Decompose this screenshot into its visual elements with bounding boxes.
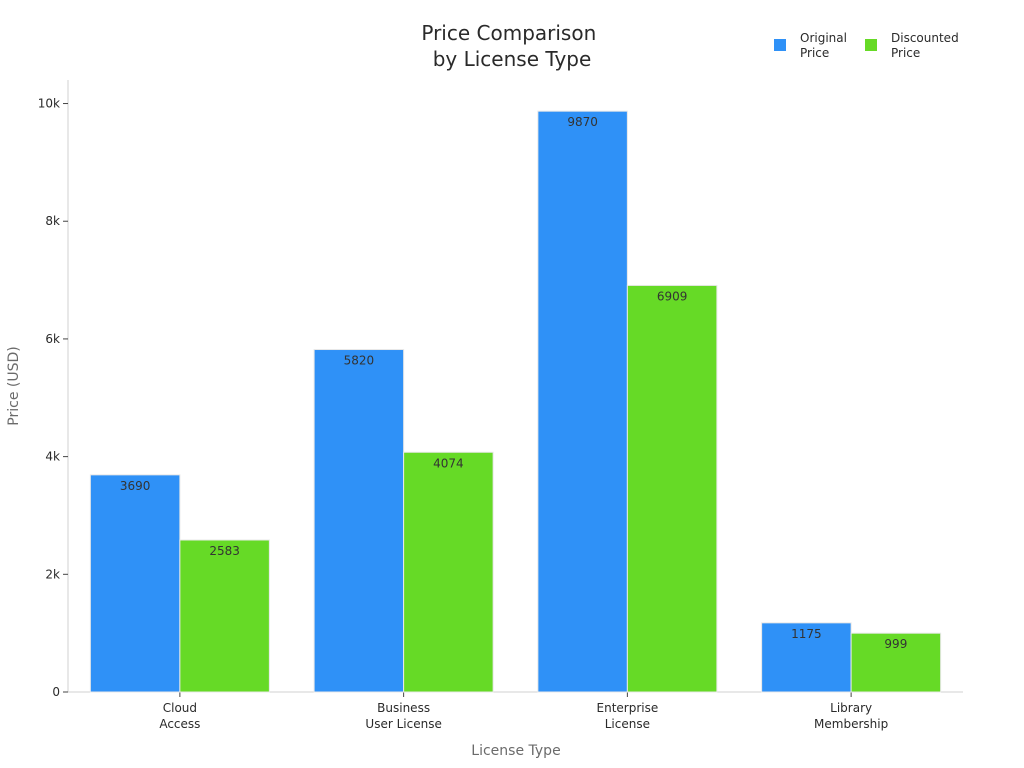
bar-value-label: 6909 [657, 289, 688, 303]
y-axis: 0 2k 4k 6k 8k 10k [38, 80, 69, 699]
bars [89, 110, 942, 693]
bar [89, 474, 181, 693]
data-labels: 3690 2583 5820 4074 9870 6909 1175 999 [120, 115, 907, 651]
bar-value-label: 9870 [567, 115, 598, 129]
legend-swatch [774, 39, 786, 51]
x-axis-label: License Type [471, 743, 560, 759]
bar [179, 539, 270, 693]
x-tick-label: Enterprise License [597, 701, 659, 731]
chart-title-line-1: Price Comparison [421, 21, 596, 45]
chart-title-line-2: by License Type [433, 47, 592, 71]
y-tick-label: 0 [52, 685, 60, 699]
y-tick-label: 2k [45, 567, 60, 581]
legend-label: Discounted Price [891, 31, 959, 60]
x-tick-label: Business User License [365, 701, 441, 731]
legend-label: Original Price [800, 31, 847, 60]
bar [403, 451, 494, 693]
y-tick-label: 6k [45, 332, 60, 346]
legend-swatch [865, 39, 877, 51]
bar-value-label: 4074 [433, 456, 464, 470]
y-axis-label: Price (USD) [6, 346, 22, 425]
x-tick-label: Library Membership [814, 701, 888, 731]
bar [850, 632, 942, 693]
y-tick-label: 10k [38, 97, 60, 111]
bar-value-label: 3690 [120, 479, 151, 493]
chart-title: Price Comparison by License Type [421, 21, 602, 71]
x-tick-label: Cloud Access [159, 701, 200, 731]
bar [761, 622, 852, 693]
bar-value-label: 1175 [791, 627, 822, 641]
bar [313, 349, 405, 693]
bar [537, 110, 628, 693]
bar-value-label: 5820 [344, 354, 375, 368]
x-axis: Cloud Access Business User License Enterpris… [68, 691, 963, 731]
bar-value-label: 999 [884, 637, 907, 651]
y-tick-label: 4k [45, 450, 60, 464]
legend: Original Price Discounted Price [774, 31, 959, 60]
bar [626, 284, 718, 693]
bar-value-label: 2583 [209, 544, 240, 558]
y-tick-label: 8k [45, 214, 60, 228]
